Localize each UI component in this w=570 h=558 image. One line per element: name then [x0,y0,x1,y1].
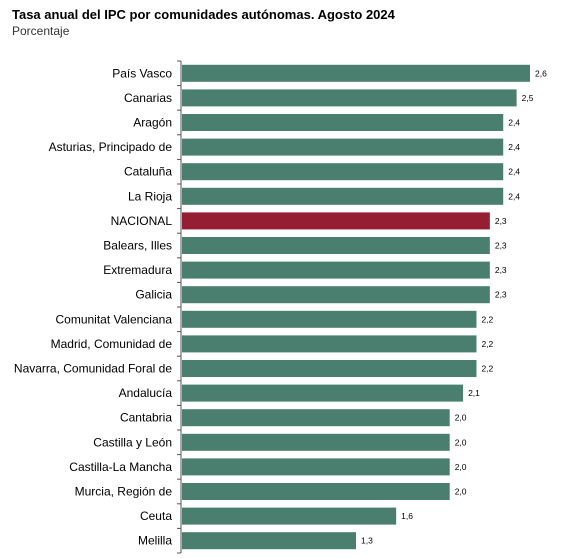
data-label: 2,2 [481,339,493,349]
bar [182,237,490,254]
data-label: 2,0 [455,487,467,497]
bar [182,532,356,550]
bar [182,483,450,500]
data-label: 2,6 [535,68,547,78]
tick-label: Asturias, Principado de [49,140,173,154]
data-label: 2,4 [508,142,520,152]
tick-label: Galicia [135,288,172,302]
tick-label: Cantabria [120,411,172,425]
data-label: 2,3 [495,265,507,275]
data-label: 2,1 [468,388,480,398]
bar [182,384,464,402]
tick-label: Aragón [133,116,172,130]
data-label: 1,6 [401,511,413,521]
data-label: 2,3 [495,290,507,300]
bar [182,360,477,377]
tick-label: Ceuta [140,509,172,523]
bar [182,163,504,181]
data-label: 2,3 [495,216,507,226]
data-label: 2,2 [481,364,493,374]
tick-label: Castilla y León [93,435,172,449]
data-label: 2,3 [495,241,507,251]
bar [182,138,504,156]
tick-label: Extremadura [103,263,172,277]
bar [182,507,397,525]
tick-label: Madrid, Comunidad de [51,337,173,351]
bar [182,286,490,304]
bar [182,433,450,451]
chart-subtitle: Porcentaje [12,24,70,38]
tick-label: Castilla-La Mancha [69,460,172,474]
bar [182,212,490,230]
tick-label: Murcia, Región de [75,485,173,499]
tick-label: La Rioja [128,189,172,203]
bar [182,64,530,82]
data-label: 2,0 [455,437,467,447]
tick-label: País Vasco [112,66,172,80]
bar [182,310,477,328]
data-label: 2,4 [508,118,520,128]
chart-title: Tasa anual del IPC por comunidades autón… [12,7,395,22]
data-label: 2,4 [508,167,520,177]
tick-label: NACIONAL [111,214,173,228]
bar [182,458,450,476]
bar [182,89,517,107]
tick-label: Navarra, Comunidad Foral de [14,362,172,376]
tick-label: Balears, Illes [103,239,172,253]
bar [182,409,450,427]
tick-label: Cataluña [124,165,172,179]
bar [182,187,504,205]
bar [182,114,504,131]
data-label: 2,4 [508,191,520,201]
data-label: 2,5 [522,93,534,103]
bar [182,335,477,353]
data-label: 2,0 [455,462,467,472]
data-label: 2,0 [455,413,467,423]
tick-label: Andalucía [119,386,173,400]
data-label: 1,3 [361,536,373,546]
data-label: 2,2 [481,314,493,324]
tick-label: Comunitat Valenciana [55,312,172,326]
bar [182,261,490,279]
tick-label: Canarias [124,91,172,105]
tick-label: Melilla [138,534,172,548]
